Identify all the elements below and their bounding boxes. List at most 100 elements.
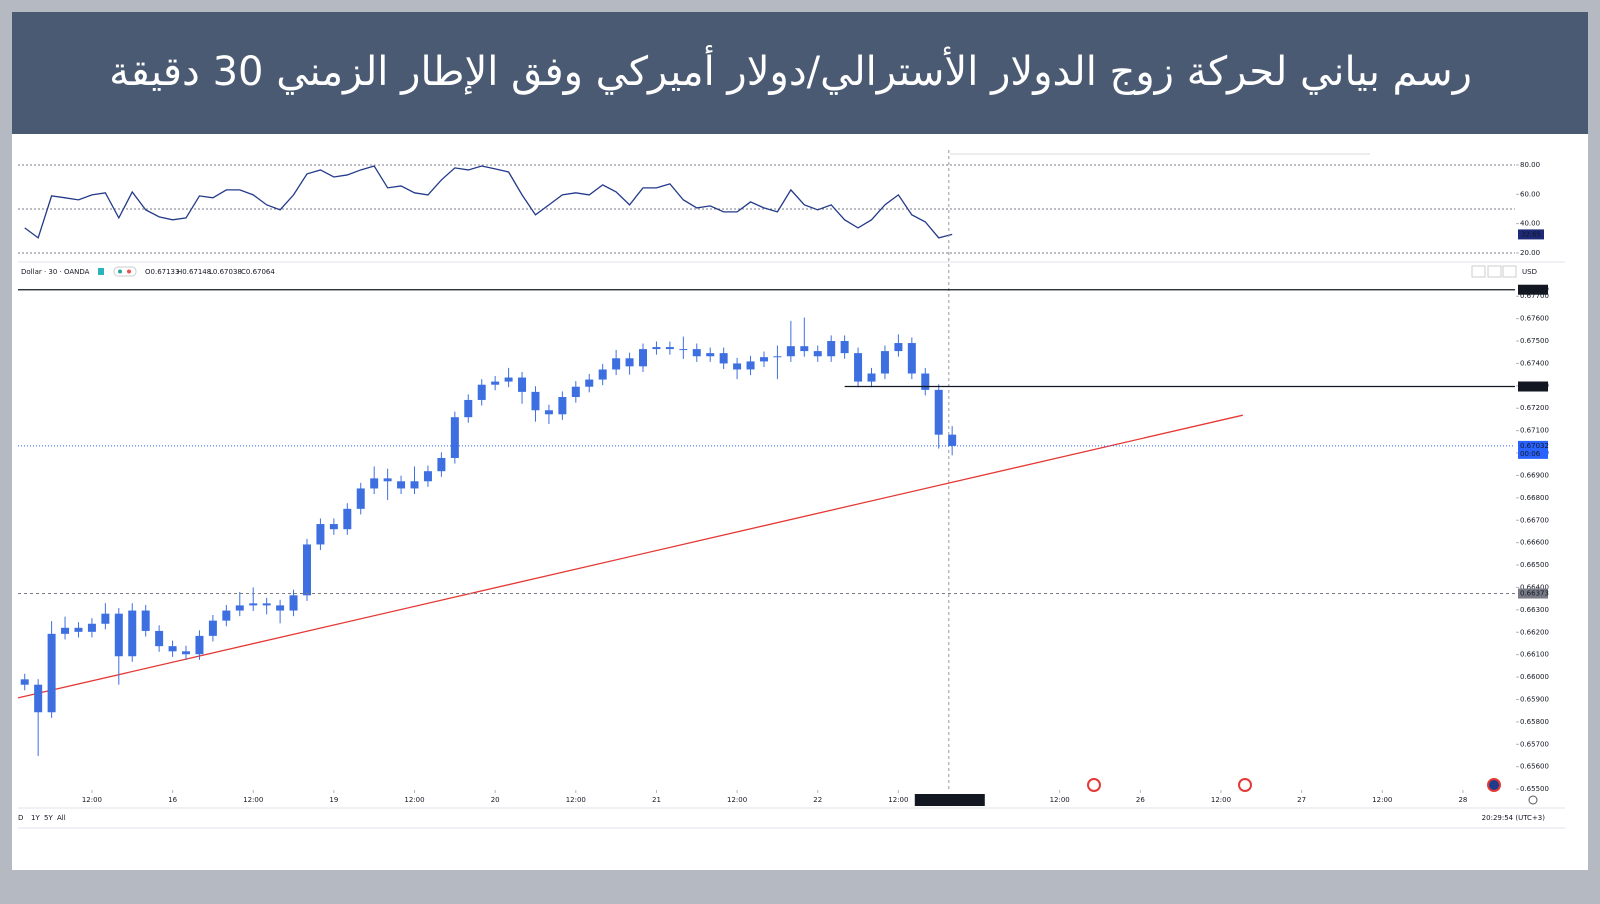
candle-body xyxy=(249,603,258,606)
settings-icon[interactable] xyxy=(1528,795,1538,805)
candle-body xyxy=(383,478,392,482)
candle-body xyxy=(679,349,688,351)
x-tick-label: 27 xyxy=(1297,796,1306,804)
y-tick-label: 0.67200 xyxy=(1520,404,1549,412)
x-tick-label: 16 xyxy=(168,796,177,804)
y-tick-label: 0.66000 xyxy=(1520,673,1549,681)
candle-body xyxy=(518,377,527,392)
candle-body xyxy=(773,356,782,358)
ohlc-value: H0.67148 xyxy=(177,268,211,276)
symbol: Dollar · 30 · OANDA xyxy=(21,268,90,276)
event-icon[interactable] xyxy=(1238,778,1252,792)
icon xyxy=(98,268,104,275)
candle-body xyxy=(370,478,379,489)
candle-body xyxy=(222,610,231,621)
event-icon[interactable] xyxy=(1487,778,1501,792)
y-tick-label: 0.66800 xyxy=(1520,494,1549,502)
price-label: 0.67297 xyxy=(1520,383,1549,391)
candle-body xyxy=(128,610,137,657)
candle-body xyxy=(34,684,43,713)
candle-body xyxy=(827,341,836,357)
candle-body xyxy=(934,389,943,435)
button[interactable] xyxy=(1487,265,1502,278)
candle-body xyxy=(329,524,338,530)
candle-body xyxy=(639,349,648,367)
x-tick-label: 12:00 xyxy=(566,796,586,804)
candle-body xyxy=(840,341,849,354)
y-tick-label: 0.67500 xyxy=(1520,337,1549,345)
candle-body xyxy=(87,623,96,632)
candle-body xyxy=(437,457,446,472)
crosshair-label: Thu 22 Aug '24 xyxy=(916,796,971,804)
icon xyxy=(127,269,131,274)
candle-body xyxy=(813,351,822,357)
price-label: 0.67729 xyxy=(1520,286,1549,294)
y-tick-label: 0.65500 xyxy=(1520,785,1549,793)
candle-body xyxy=(302,544,311,596)
candle-body xyxy=(531,391,540,411)
y-tick-label: 0.65600 xyxy=(1520,763,1549,771)
icon xyxy=(113,266,137,277)
y-tick-label: 0.66200 xyxy=(1520,628,1549,636)
y-tick-label: 0.66400 xyxy=(1520,583,1549,591)
range-button[interactable]: D xyxy=(18,814,23,822)
price-box xyxy=(1518,440,1548,459)
x-tick-label: 28 xyxy=(1458,796,1467,804)
y-tick-label: 0.66600 xyxy=(1520,539,1549,547)
candle-body xyxy=(504,377,513,382)
price-label: 0.67032 xyxy=(1520,442,1549,450)
rsi-tick-label: 60.00 xyxy=(1520,190,1540,198)
candle-body xyxy=(880,351,889,374)
range-button[interactable]: 5Y xyxy=(44,814,53,822)
y-tick-label: 0.66300 xyxy=(1520,606,1549,614)
candle-body xyxy=(464,399,473,418)
candle-body xyxy=(450,417,459,458)
y-tick-label: 0.65800 xyxy=(1520,718,1549,726)
button[interactable] xyxy=(1471,265,1486,278)
rsi-line xyxy=(24,165,953,239)
candle-body xyxy=(491,381,500,385)
candle-body xyxy=(195,635,204,655)
candle-body xyxy=(759,357,768,362)
x-tick-label: 12:00 xyxy=(1050,796,1070,804)
rsi-tick-label: 20.00 xyxy=(1520,249,1540,257)
price-box xyxy=(1518,588,1548,599)
candle-body xyxy=(571,386,580,398)
candle-body xyxy=(692,349,701,357)
range-button[interactable]: 1Y xyxy=(31,814,40,822)
range-button[interactable]: All xyxy=(57,814,66,822)
x-tick-label: 12:00 xyxy=(404,796,424,804)
candle-body xyxy=(47,633,56,713)
candle-body xyxy=(625,358,634,367)
candle-body xyxy=(155,630,164,647)
candle-body xyxy=(477,384,486,400)
candle-body xyxy=(706,353,715,357)
candle-body xyxy=(61,627,70,634)
candle-body xyxy=(786,346,795,357)
candle-body xyxy=(867,373,876,382)
rsi-last-label: 32.65 xyxy=(1521,230,1541,238)
candle-body xyxy=(397,481,406,489)
candle-body xyxy=(182,651,191,655)
event-icon[interactable] xyxy=(1087,778,1101,792)
candle-body xyxy=(894,343,903,352)
y-tick-label: 0.65700 xyxy=(1520,740,1549,748)
candle-body xyxy=(410,481,419,489)
y-tick-label: 0.65900 xyxy=(1520,695,1549,703)
y-tick-label: 0.67700 xyxy=(1520,292,1549,300)
currency[interactable]: USD xyxy=(1522,268,1537,276)
candle-body xyxy=(101,613,110,624)
x-tick-label: 12:00 xyxy=(82,796,102,804)
candle-body xyxy=(719,353,728,364)
x-tick-label: 20 xyxy=(491,796,500,804)
candle-body xyxy=(921,373,930,390)
x-tick-label: 19 xyxy=(329,796,338,804)
button[interactable] xyxy=(1502,265,1517,278)
price-label: 0.66373 xyxy=(1520,590,1549,598)
panel xyxy=(12,12,1588,870)
candle-body xyxy=(665,347,674,350)
candle-body xyxy=(558,397,567,415)
y-tick-label: 0.66500 xyxy=(1520,561,1549,569)
candle-body xyxy=(141,610,150,631)
